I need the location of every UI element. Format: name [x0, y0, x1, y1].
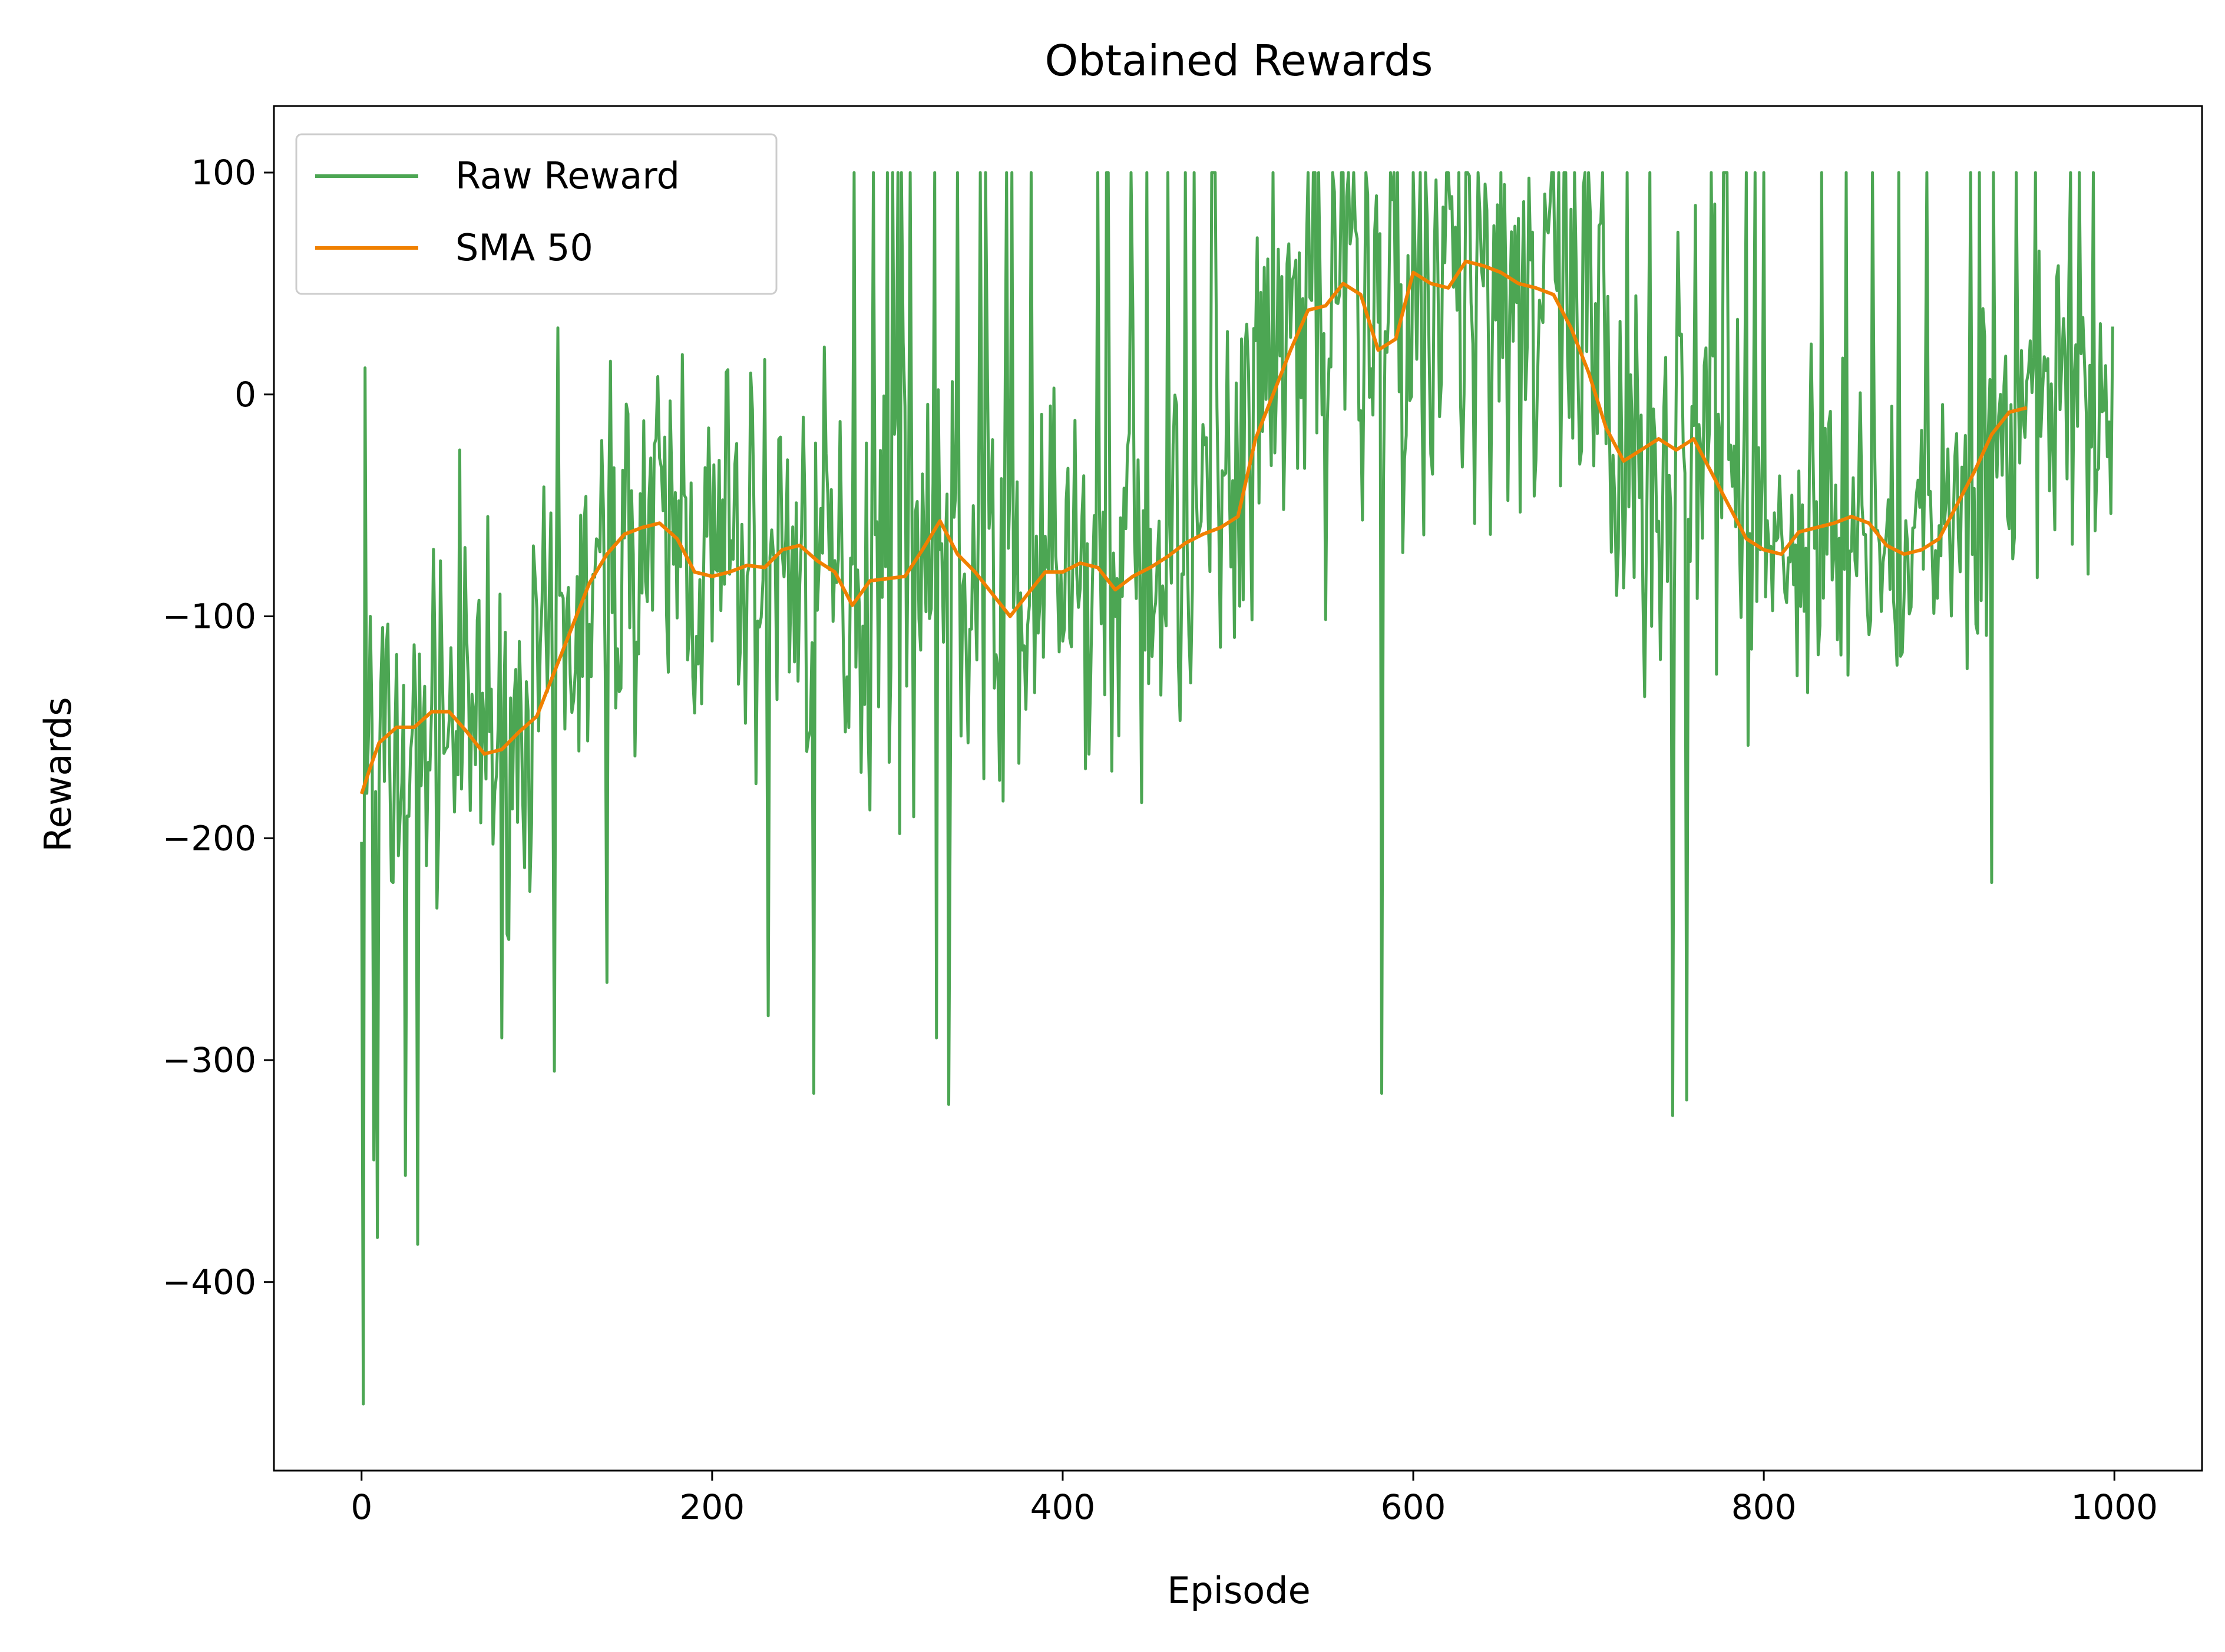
y-tick-label: 0: [234, 375, 256, 415]
y-axis-title: Rewards: [37, 697, 80, 852]
x-tick-label: 800: [1731, 1487, 1797, 1527]
legend: Raw Reward SMA 50: [295, 133, 778, 295]
x-tick-label: 1000: [2071, 1487, 2158, 1527]
plot-frame: [273, 105, 2203, 1472]
chart-title: Obtained Rewards: [1045, 36, 1433, 85]
x-axis-title: Episode: [1167, 1569, 1311, 1612]
x-tick-label: 400: [1030, 1487, 1096, 1527]
y-tick-label: −400: [163, 1262, 256, 1302]
y-tick-label: −100: [163, 597, 256, 637]
y-axis: 100 0 −100 −200 −300 −400: [163, 153, 274, 1302]
legend-label-sma-50: SMA 50: [455, 226, 593, 269]
x-axis: 0 200 400 600 800 1000: [351, 1471, 2158, 1527]
legend-box: [295, 133, 778, 295]
x-tick-label: 200: [680, 1487, 745, 1527]
y-tick-label: −200: [163, 818, 256, 858]
series-line-sma-50: [359, 259, 2028, 794]
x-tick-label: 600: [1381, 1487, 1446, 1527]
legend-label-raw-reward: Raw Reward: [455, 154, 680, 197]
y-tick-label: 100: [191, 153, 256, 193]
y-tick-label: −300: [163, 1040, 256, 1080]
series-line-raw-reward: [360, 171, 2114, 1406]
x-tick-label: 0: [351, 1487, 372, 1527]
plot-area: [359, 171, 2114, 1406]
